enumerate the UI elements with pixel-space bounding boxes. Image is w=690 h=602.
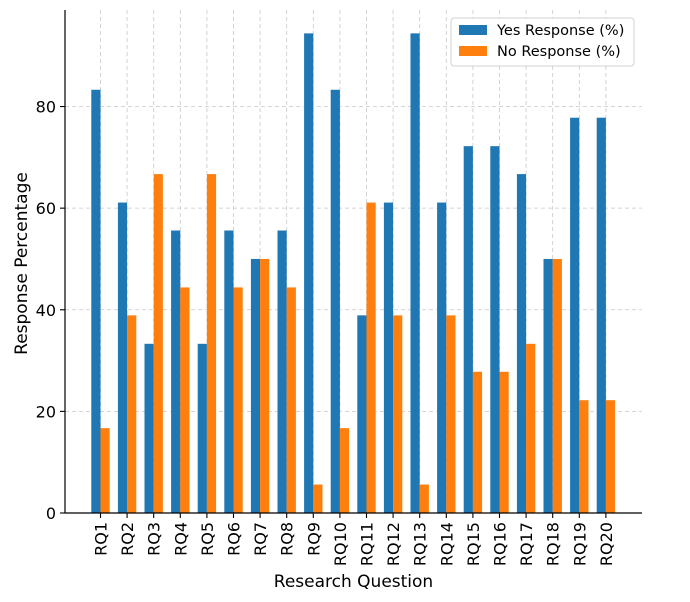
y-tick-label: 60 — [36, 199, 56, 218]
bar-yes-rq2 — [117, 202, 128, 513]
legend-box — [450, 17, 635, 67]
bar-no-rq5 — [206, 174, 217, 513]
bar-yes-rq10 — [330, 89, 340, 514]
x-tick-label-rq2: RQ2 — [118, 522, 137, 556]
bar-no-rq16 — [499, 371, 509, 513]
bar-no-rq14 — [446, 315, 456, 513]
x-tick-label-rq14: RQ14 — [437, 522, 456, 566]
legend-label-yes: Yes Response (%) — [496, 23, 624, 39]
bar-no-rq1 — [100, 428, 110, 513]
bar-yes-rq5 — [197, 343, 207, 513]
bar-yes-rq8 — [277, 230, 287, 513]
bar-no-rq11 — [366, 202, 376, 513]
grid-lines — [65, 10, 642, 513]
bar-no-rq8 — [286, 287, 296, 513]
y-ticks: 0 20 40 60 80 — [36, 98, 65, 523]
y-tick-label: 80 — [36, 98, 56, 117]
x-tick-label-rq5: RQ5 — [198, 522, 217, 556]
x-tick-label-rq11: RQ11 — [358, 522, 377, 566]
x-tick-label-rq9: RQ9 — [304, 522, 323, 556]
bar-yes-rq17 — [516, 174, 527, 513]
bar-no-rq4 — [180, 287, 190, 513]
bar-yes-rq9 — [304, 33, 314, 514]
y-tick-label: 20 — [36, 402, 56, 421]
bar-no-rq20 — [605, 400, 616, 513]
x-tick-label-rq1: RQ1 — [92, 522, 111, 556]
bar-no-rq3 — [153, 174, 163, 513]
bar-yes-rq13 — [410, 33, 420, 514]
x-tick-label-rq16: RQ16 — [491, 522, 510, 566]
x-tick-label-rq6: RQ6 — [225, 522, 244, 556]
bar-no-rq12 — [393, 315, 403, 513]
x-tick-label-rq18: RQ18 — [544, 522, 563, 566]
x-tick-label-rq15: RQ15 — [464, 522, 483, 566]
bar-yes-rq20 — [596, 117, 606, 513]
bar-yes-rq16 — [490, 146, 500, 513]
bar-yes-rq18 — [543, 258, 553, 513]
x-tick-label-rq13: RQ13 — [411, 522, 430, 566]
bar-yes-rq14 — [437, 202, 447, 513]
bars — [91, 33, 616, 514]
x-ticks: RQ1 RQ2 RQ3 RQ4 RQ5 RQ6 RQ7 RQ8 RQ9 RQ10 RQ11 RQ12 R… — [92, 513, 616, 566]
x-tick-label-rq3: RQ3 — [145, 522, 164, 556]
x-axis-title: Research Question — [274, 572, 433, 592]
y-axis-title: Response Percentage — [12, 172, 32, 355]
legend: Yes Response (%) No Response (%) — [450, 17, 635, 67]
bar-yes-rq11 — [357, 315, 367, 513]
bar-no-rq7 — [260, 258, 270, 513]
bar-no-rq18 — [552, 258, 562, 513]
y-tick-label: 40 — [36, 301, 56, 320]
x-tick-label-rq17: RQ17 — [517, 522, 536, 566]
x-tick-label-rq12: RQ12 — [384, 522, 403, 566]
x-tick-label-rq7: RQ7 — [251, 522, 270, 556]
bar-no-rq10 — [339, 428, 350, 513]
axes — [64, 10, 642, 514]
bar-no-rq17 — [526, 343, 536, 513]
bar-yes-rq1 — [91, 89, 101, 514]
y-tick-label: 0 — [46, 504, 56, 523]
legend-swatch-yes — [459, 25, 487, 35]
bar-yes-rq4 — [171, 230, 181, 513]
bar-yes-rq15 — [463, 146, 473, 513]
legend-swatch-no — [459, 46, 487, 56]
bar-yes-rq6 — [224, 230, 234, 513]
bar-yes-rq12 — [383, 202, 394, 513]
x-tick-label-rq19: RQ19 — [570, 522, 589, 566]
bar-no-rq13 — [419, 484, 429, 513]
x-tick-label-rq20: RQ20 — [597, 522, 616, 566]
bar-no-rq9 — [313, 484, 323, 513]
bar-yes-rq7 — [250, 258, 261, 513]
bar-no-rq6 — [233, 287, 243, 513]
bar-yes-rq3 — [144, 343, 154, 513]
bar-no-rq19 — [579, 400, 589, 513]
x-tick-label-rq8: RQ8 — [278, 522, 297, 556]
bar-yes-rq19 — [570, 117, 580, 513]
legend-label-no: No Response (%) — [497, 44, 621, 60]
bar-no-rq2 — [127, 315, 137, 513]
bar-no-rq15 — [472, 371, 483, 513]
x-tick-label-rq4: RQ4 — [171, 522, 190, 556]
x-tick-label-rq10: RQ10 — [331, 522, 350, 566]
